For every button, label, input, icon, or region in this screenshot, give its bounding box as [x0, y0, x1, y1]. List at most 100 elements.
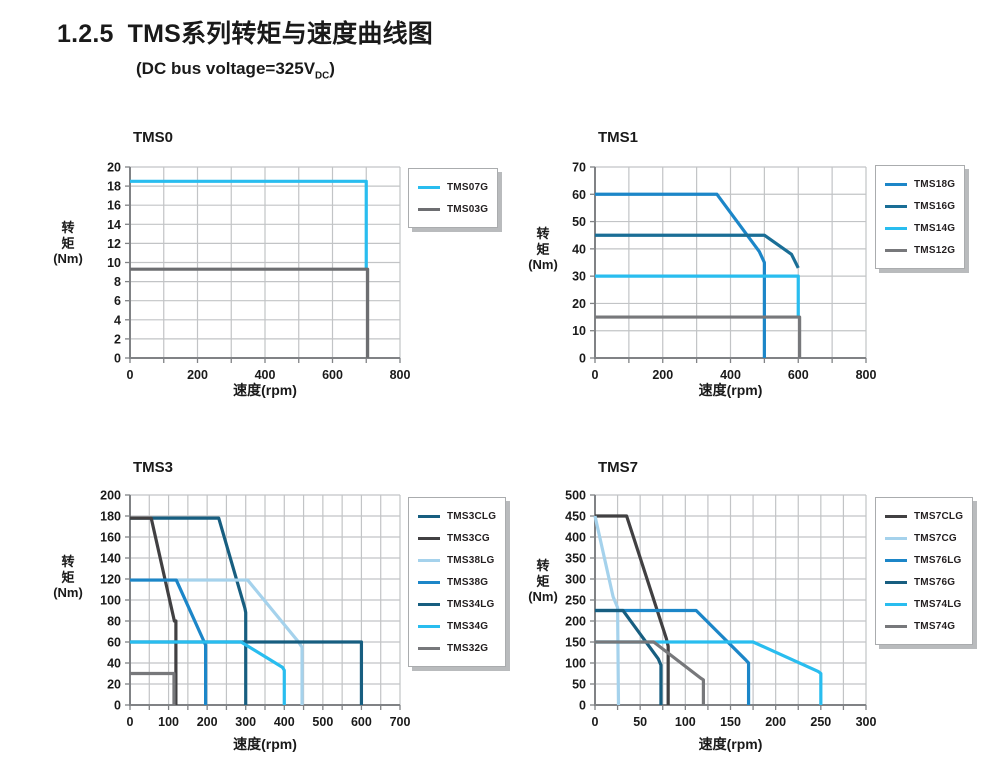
- legend-label: TMS34LG: [447, 598, 495, 610]
- x-tick-label: 600: [322, 368, 343, 382]
- x-tick-label: 0: [592, 368, 599, 382]
- y-tick-label: 200: [565, 615, 586, 629]
- legend-label: TMS18G: [914, 178, 956, 190]
- y-tick-label: 100: [565, 657, 586, 671]
- series-TMS76G: [595, 608, 663, 705]
- x-tick-label: 600: [788, 368, 809, 382]
- legend-tms3: TMS3CLG TMS3CG TMS38LG TMS38G TMS34LG TMS34G T…: [408, 497, 507, 667]
- legend-item-TMS3CLG: TMS3CLG: [418, 505, 496, 527]
- y-tick-label: 50: [572, 678, 586, 692]
- section-number: 1.2.5: [57, 20, 114, 48]
- series-TMS32G: [130, 671, 176, 705]
- x-tick-label: 800: [856, 368, 877, 382]
- legend-label: TMS74LG: [914, 598, 962, 610]
- legend-line-swatch: [885, 204, 907, 208]
- y-tick-label: 450: [565, 510, 586, 524]
- plot-area-tms7: 0 50 100 150 200 250 300 0 50 100 150 200 250 300 350 4…: [565, 489, 876, 730]
- series-TMS3CG: [130, 516, 178, 705]
- legend-label: TMS38G: [447, 576, 489, 588]
- legend-item-TMS18G: TMS18G: [885, 173, 955, 195]
- y-tick-label: 80: [107, 615, 121, 629]
- y-tick-label: 18: [107, 180, 121, 194]
- y-tick-label: 500: [565, 489, 586, 503]
- series-TMS18G: [595, 192, 766, 358]
- y-tick-label: 6: [114, 294, 121, 308]
- legend-line-swatch: [885, 602, 907, 606]
- y-axis-label-tms0: 转 矩 (Nm): [53, 220, 83, 266]
- y-tick-label: 200: [100, 489, 121, 503]
- series-TMS07G: [130, 179, 368, 270]
- series-TMS74LG: [595, 640, 823, 705]
- legend-label: TMS16G: [914, 200, 956, 212]
- legend-label: TMS74G: [914, 620, 956, 632]
- legend-item-TMS38LG: TMS38LG: [418, 549, 496, 571]
- chart-title-tms1: TMS1: [598, 129, 639, 146]
- legend-line-swatch: [418, 536, 440, 540]
- x-tick-label: 500: [312, 715, 333, 729]
- y-tick-label: 0: [579, 699, 586, 713]
- plot-area-tms1: 0 200 400 600 800 0 10 20 30 40 50 60 70: [572, 161, 877, 383]
- y-tick-label: 180: [100, 510, 121, 524]
- legend-label: TMS12G: [914, 244, 956, 256]
- series-TMS16G: [595, 233, 800, 269]
- y-tick-label: 0: [114, 352, 121, 366]
- y-tick-label: 350: [565, 552, 586, 566]
- y-tick-label: 12: [107, 237, 121, 251]
- series-TMS34G: [130, 640, 286, 705]
- x-tick-label: 250: [810, 715, 831, 729]
- y-axis-label-tms1: 转 矩 (Nm): [528, 226, 558, 272]
- x-axis-label-tms3: 速度(rpm): [233, 736, 297, 752]
- x-tick-label: 0: [127, 368, 134, 382]
- page-subtitle: (DC bus voltage=325VDC): [136, 59, 335, 82]
- y-tick-label: 70: [572, 161, 586, 175]
- legend-item-TMS74LG: TMS74LG: [885, 593, 963, 615]
- legend-item-TMS38G: TMS38G: [418, 571, 496, 593]
- legend-item-TMS12G: TMS12G: [885, 239, 955, 261]
- series-TMS76LG: [595, 608, 751, 705]
- legend-item-TMS34LG: TMS34LG: [418, 593, 496, 615]
- y-tick-label: 10: [107, 256, 121, 270]
- legend-item-TMS74G: TMS74G: [885, 615, 963, 637]
- y-tick-label: 8: [114, 275, 121, 289]
- section-title: TMS系列转矩与速度曲线图: [127, 20, 433, 48]
- legend-tms7: TMS7CLG TMS7CG TMS76LG TMS76G TMS74LG TMS74G: [875, 497, 974, 645]
- legend-line-swatch: [885, 182, 907, 186]
- legend-line-swatch: [885, 536, 907, 540]
- series-TMS38G: [130, 578, 208, 705]
- series-TMS7CG: [593, 515, 621, 706]
- y-tick-label: 14: [107, 218, 121, 232]
- chart-title-tms3: TMS3: [133, 459, 174, 476]
- series-TMS14G: [595, 274, 800, 318]
- page-title: 1.2.5 TMS系列转矩与速度曲线图: [57, 14, 433, 50]
- y-tick-label: 40: [107, 657, 121, 671]
- y-tick-label: 60: [572, 188, 586, 202]
- x-tick-label: 200: [197, 715, 218, 729]
- y-axis-label-tms3: 转 矩 (Nm): [53, 554, 83, 600]
- legend-item-TMS16G: TMS16G: [885, 195, 955, 217]
- x-tick-label: 300: [235, 715, 256, 729]
- legend-label: TMS3CG: [447, 532, 490, 544]
- legend-line-swatch: [885, 514, 907, 518]
- legend-label: TMS76LG: [914, 554, 962, 566]
- legend-item-TMS34G: TMS34G: [418, 615, 496, 637]
- series-TMS12G: [595, 315, 802, 358]
- legend-label: TMS3CLG: [447, 510, 497, 522]
- legend-line-swatch: [418, 646, 440, 650]
- y-tick-label: 250: [565, 594, 586, 608]
- legend-label: TMS7CLG: [914, 510, 964, 522]
- legend-item-TMS03G: TMS03G: [418, 198, 488, 220]
- legend-line-swatch: [418, 602, 440, 606]
- legend-line-swatch: [418, 207, 440, 211]
- chart-title-tms0: TMS0: [133, 129, 174, 146]
- y-tick-label: 120: [100, 573, 121, 587]
- series-TMS74G: [595, 640, 705, 705]
- legend-line-swatch: [885, 226, 907, 230]
- x-tick-label: 400: [274, 715, 295, 729]
- legend-line-swatch: [418, 558, 440, 562]
- x-tick-label: 200: [765, 715, 786, 729]
- legend-line-swatch: [885, 248, 907, 252]
- legend-line-swatch: [885, 624, 907, 628]
- y-tick-label: 30: [572, 270, 586, 284]
- legend-item-TMS76G: TMS76G: [885, 571, 963, 593]
- legend-item-TMS07G: TMS07G: [418, 176, 488, 198]
